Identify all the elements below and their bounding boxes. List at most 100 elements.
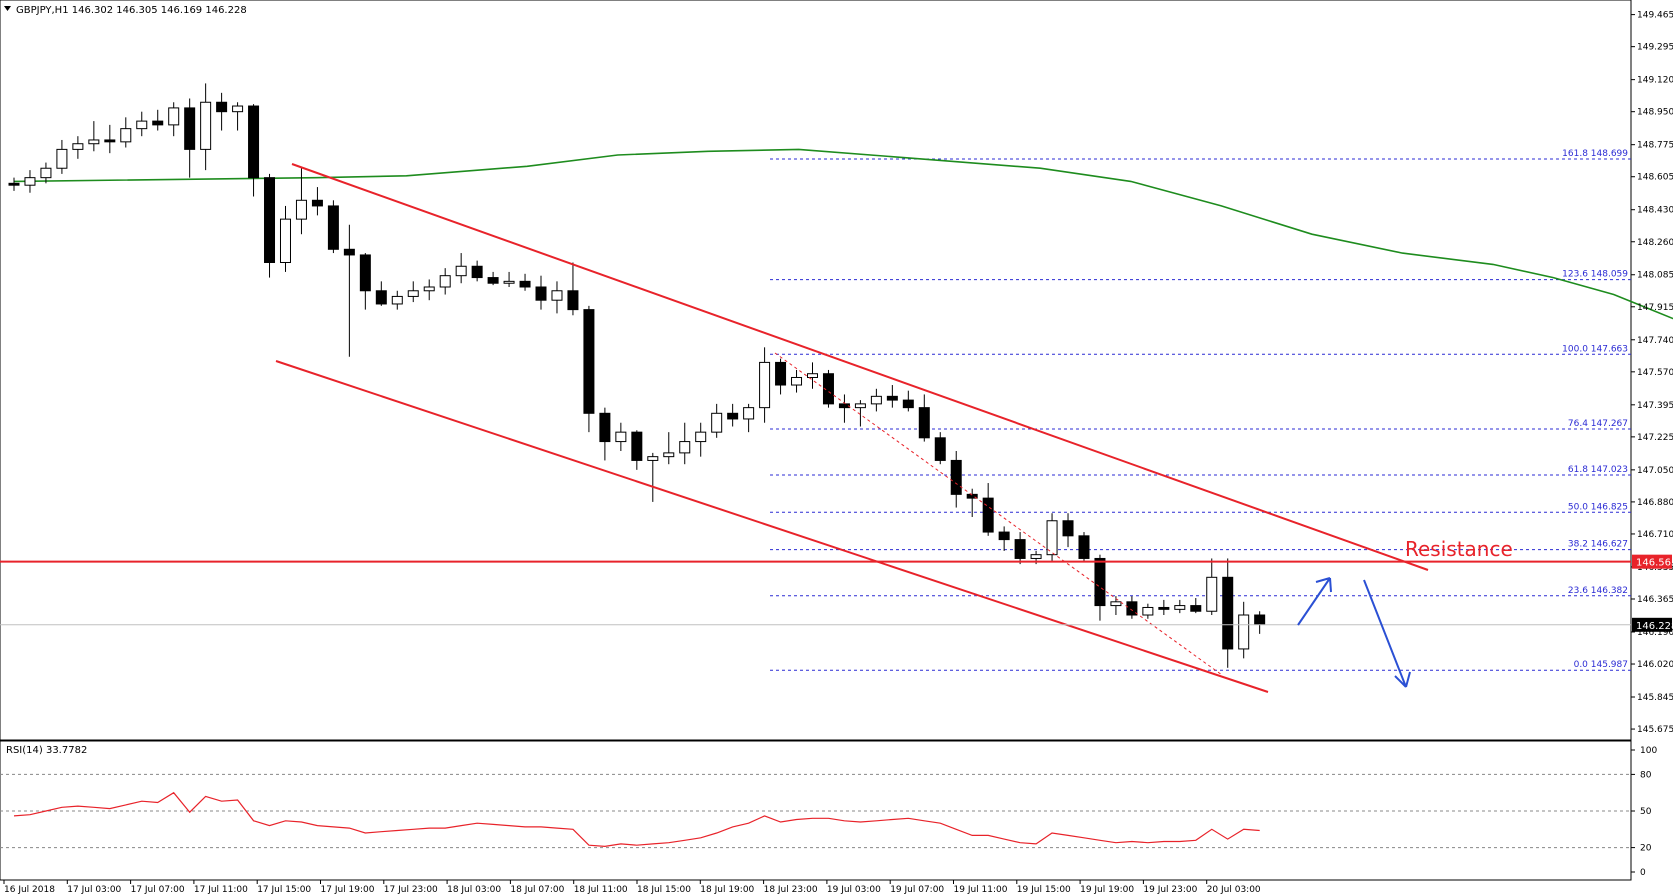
candle-body-bull xyxy=(615,431,627,443)
candle xyxy=(471,260,483,282)
ma-line xyxy=(13,148,1673,320)
candle-body-bull xyxy=(88,139,100,145)
candle-body-bear xyxy=(1014,539,1026,559)
candle xyxy=(759,347,771,423)
candle xyxy=(232,102,244,131)
candle-body-bear xyxy=(982,497,994,533)
candle-body-bear xyxy=(998,531,1010,541)
rsi-tick-label: 20 xyxy=(1640,844,1652,854)
price-tick-label: 148.085 xyxy=(1637,271,1673,281)
time-tick-label: 17 Jul 03:00 xyxy=(67,885,121,895)
candle xyxy=(72,136,84,159)
candle-body-bear xyxy=(1078,535,1090,559)
fib-label: 76.4 147.267 xyxy=(1568,419,1628,429)
candle-body-bull xyxy=(1110,601,1122,607)
candle-body-bear xyxy=(343,248,355,256)
candle xyxy=(934,432,946,465)
price-tick-label: 149.465 xyxy=(1637,11,1673,21)
price-tick-label: 146.190 xyxy=(1637,628,1673,638)
price-tick-label: 147.395 xyxy=(1637,401,1673,411)
candle-body-bear xyxy=(822,373,834,405)
candle xyxy=(727,403,739,427)
candle-body-bear xyxy=(727,412,739,420)
candle xyxy=(311,187,323,216)
candle xyxy=(838,394,850,423)
candle xyxy=(695,422,707,457)
candle xyxy=(567,262,579,316)
candle xyxy=(439,268,451,295)
price-tick-label: 147.570 xyxy=(1637,368,1673,378)
candle-body-bull xyxy=(663,452,675,458)
fib-label: 50.0 146.825 xyxy=(1568,502,1628,512)
candle-body-bear xyxy=(535,286,547,301)
candle-body-bull xyxy=(279,218,291,263)
candle xyxy=(822,369,834,408)
price-axis: 149.465 149.295 149.120 148.950 148.775 148.6… xyxy=(1631,11,1673,735)
candle xyxy=(168,102,180,137)
candle xyxy=(1014,532,1026,565)
candle xyxy=(1254,611,1266,634)
candle xyxy=(966,488,978,517)
price-tick-label: 148.260 xyxy=(1637,238,1673,248)
candle xyxy=(295,168,307,235)
svg-text:146.228: 146.228 xyxy=(1636,621,1673,632)
candle-body-bull xyxy=(743,407,755,420)
channel-lower-line xyxy=(275,360,1269,693)
candle xyxy=(775,358,787,395)
candle xyxy=(870,388,882,412)
symbol-header: GBPJPY,H1 146.302 146.305 146.169 146.22… xyxy=(16,5,247,16)
candle-body-bull xyxy=(1206,576,1218,612)
candle xyxy=(1158,599,1170,616)
candle-body-bear xyxy=(216,101,228,113)
fib-anchor-line xyxy=(774,352,1223,676)
time-axis: 16 Jul 2018 17 Jul 03:00 17 Jul 07:00 17 Ju… xyxy=(3,880,1261,895)
candle xyxy=(487,271,499,286)
price-tick-label: 147.915 xyxy=(1637,303,1673,313)
candle-body-bull xyxy=(24,177,36,186)
candle-body-bear xyxy=(519,280,531,288)
candlesticks xyxy=(8,83,1266,668)
time-tick-label: 17 Jul 07:00 xyxy=(131,885,185,895)
candle xyxy=(1206,558,1218,616)
price-tick-label: 148.605 xyxy=(1637,173,1673,183)
time-tick-label: 17 Jul 15:00 xyxy=(257,885,311,895)
candle xyxy=(184,98,196,178)
candle xyxy=(902,390,914,412)
candle xyxy=(519,273,531,291)
time-tick-label: 17 Jul 23:00 xyxy=(384,885,438,895)
candle-body-bull xyxy=(391,295,403,305)
candle xyxy=(663,432,675,465)
candle xyxy=(631,430,643,470)
candle xyxy=(743,403,755,433)
candle xyxy=(615,422,627,452)
candle-body-bull xyxy=(200,101,212,150)
dropdown-arrow-icon[interactable] xyxy=(4,6,11,11)
candle-body-bull xyxy=(870,395,882,405)
candle xyxy=(854,400,866,427)
candle xyxy=(551,281,563,314)
candle xyxy=(423,279,435,301)
time-tick-label: 19 Jul 03:00 xyxy=(827,885,881,895)
candle-body-bull xyxy=(455,265,467,277)
candle-body-bull xyxy=(503,280,515,284)
price-tick-label: 149.295 xyxy=(1637,43,1673,53)
rsi-tick-label: 80 xyxy=(1640,770,1652,780)
price-tick-label: 145.675 xyxy=(1637,725,1673,735)
candle-body-bear xyxy=(950,459,962,495)
candle-body-bear xyxy=(838,403,850,409)
candle xyxy=(455,253,467,284)
candle-body-bear xyxy=(1094,557,1106,607)
time-tick-label: 16 Jul 2018 xyxy=(4,885,55,895)
candle xyxy=(807,362,818,389)
candle-body-bear xyxy=(599,412,611,443)
candle-body-bull xyxy=(791,376,803,386)
time-tick-label: 17 Jul 11:00 xyxy=(194,885,248,895)
candle xyxy=(248,104,260,197)
candle-body-bull xyxy=(72,143,84,150)
candle-body-bear xyxy=(775,361,787,386)
candle-body-bear xyxy=(934,437,946,461)
candle xyxy=(1142,603,1154,619)
rsi-indicator: 100 80 50 20 0 xyxy=(0,746,1657,878)
price-tick-label: 146.710 xyxy=(1637,530,1673,540)
